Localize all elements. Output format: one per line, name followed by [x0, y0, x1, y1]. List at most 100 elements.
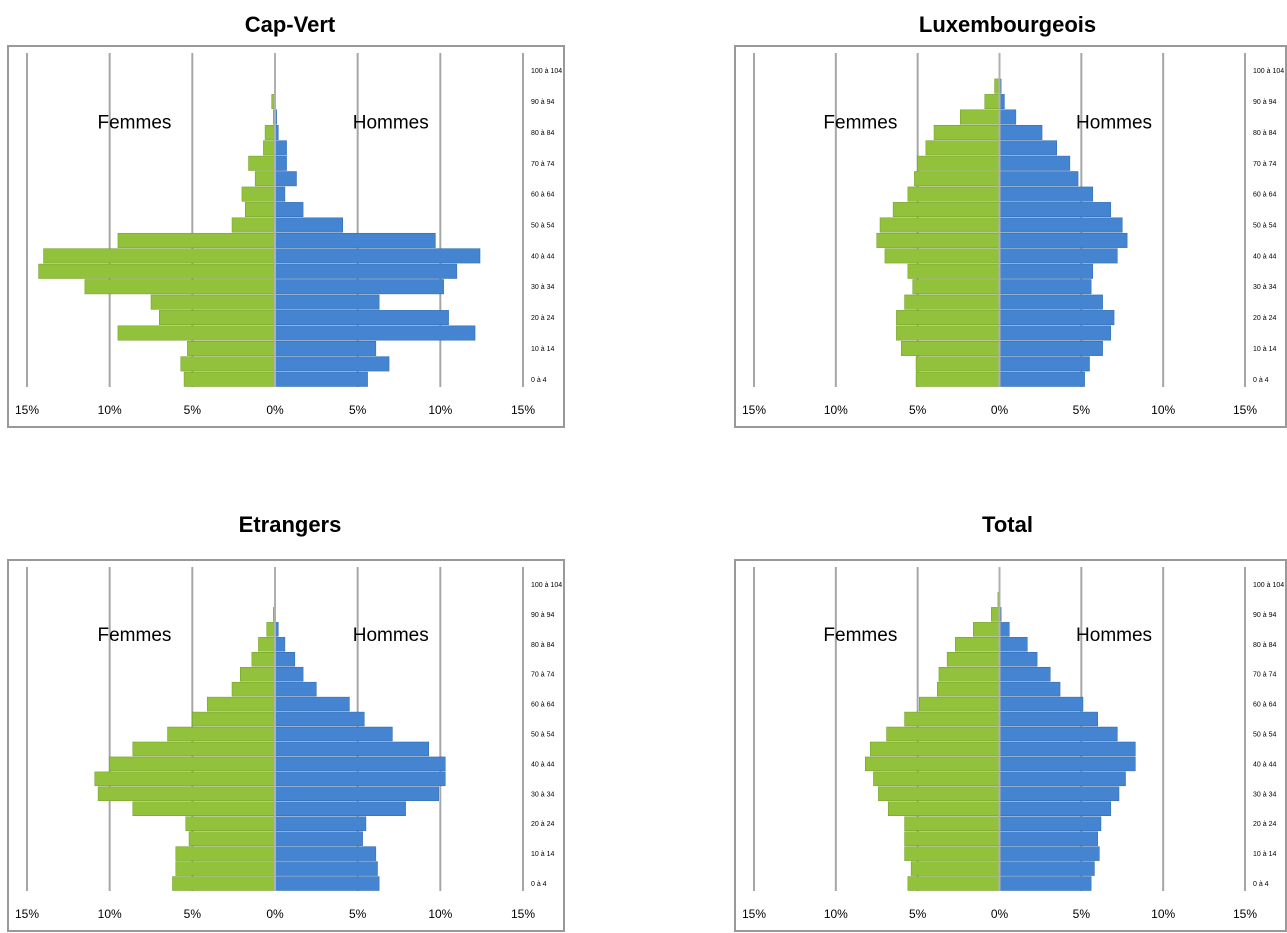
bar-femmes — [907, 876, 1000, 891]
bar-hommes — [999, 356, 1090, 372]
x-tick-label: 10% — [428, 907, 452, 921]
x-tick-label: 15% — [511, 907, 535, 921]
bar-hommes — [999, 325, 1112, 341]
bar-femmes — [159, 310, 276, 326]
y-tick-label: 30 à 34 — [531, 791, 554, 798]
x-tick-label: 10% — [1151, 403, 1175, 417]
bar-femmes — [251, 652, 276, 667]
bar-hommes — [274, 846, 377, 861]
bar-hommes — [274, 279, 444, 295]
x-tick-label: 10% — [428, 403, 452, 417]
bar-femmes — [912, 279, 1000, 295]
bar-hommes — [274, 217, 344, 233]
bar-hommes — [999, 681, 1061, 697]
bar-femmes — [938, 666, 1000, 682]
bar-hommes — [999, 861, 1095, 876]
bar-hommes — [274, 876, 380, 891]
chart-panel-etrangers: Etrangers 15% 10% 5% 0% 5% 10% 15% 0 à 4 10 à 14… — [0, 500, 580, 933]
y-tick-label: 10 à 14 — [531, 346, 554, 353]
bar-hommes — [999, 771, 1126, 787]
chart-frame: 15% 10% 5% 0% 5% 10% 15% 0 à 4 10 à 14 20 à 24 30 … — [734, 559, 1287, 932]
y-tick-label: 80 à 84 — [1253, 642, 1276, 649]
x-tick-label: 10% — [824, 907, 848, 921]
bar-femmes — [117, 232, 276, 248]
x-tick-label: 0% — [266, 907, 284, 921]
bar-femmes — [896, 310, 1000, 326]
y-tick-label: 60 à 64 — [531, 702, 554, 709]
bar-femmes — [132, 741, 276, 757]
bar-hommes — [999, 263, 1094, 279]
bar-hommes — [274, 371, 368, 387]
bar-femmes — [94, 771, 276, 787]
bar-hommes — [274, 756, 446, 772]
y-tick-label: 90 à 94 — [531, 99, 554, 106]
bar-femmes — [873, 771, 1000, 787]
y-tick-label: 10 à 14 — [531, 851, 554, 858]
bar-hommes — [999, 816, 1102, 831]
bar-hommes — [274, 310, 449, 326]
bar-femmes — [117, 325, 276, 341]
bar-hommes — [274, 263, 458, 279]
y-tick-label: 30 à 34 — [1253, 791, 1276, 798]
pyramid-chart-cap-vert: 15% 10% 5% 0% 5% 10% 15% 0 à 4 10 à 14 20 à 24 30 … — [15, 53, 562, 417]
bar-femmes — [907, 263, 1000, 279]
y-tick-label: 0 à 4 — [1253, 881, 1269, 888]
bar-femmes — [264, 124, 276, 140]
bar-femmes — [206, 696, 276, 712]
side-label-hommes: Hommes — [353, 625, 429, 646]
x-tick-label: 0% — [991, 403, 1009, 417]
bar-femmes — [231, 217, 276, 233]
y-tick-label: 90 à 94 — [531, 612, 554, 619]
x-tick-label: 5% — [349, 907, 367, 921]
bar-hommes — [999, 637, 1028, 652]
side-label-hommes: Hommes — [1076, 113, 1152, 134]
chart-title: Total — [982, 512, 1033, 537]
bar-femmes — [254, 171, 276, 187]
bar-hommes — [999, 622, 1010, 637]
chart-panel-total: Total 15% 10% 5% 0% 5% 10% 15% 0 à 4 10 à 14 20 à… — [728, 500, 1287, 933]
chart-panel-cap-vert: Cap-Vert 15% 10% 5% 0% 5% 10% 15% 0 à 4 10 à 14 2… — [0, 0, 580, 440]
y-tick-label: 0 à 4 — [531, 881, 547, 888]
y-tick-label: 60 à 64 — [531, 192, 554, 199]
y-tick-label: 10 à 14 — [1253, 851, 1276, 858]
bar-femmes — [192, 711, 276, 727]
bar-femmes — [172, 876, 276, 891]
pyramid-chart-total: 15% 10% 5% 0% 5% 10% 15% 0 à 4 10 à 14 20 à 24 30 … — [742, 567, 1284, 921]
bar-hommes — [274, 155, 287, 171]
bar-femmes — [917, 155, 1000, 171]
bar-hommes — [999, 248, 1118, 264]
x-tick-label: 0% — [266, 403, 284, 417]
bar-hommes — [999, 711, 1098, 727]
bar-femmes — [904, 816, 1000, 831]
x-tick-label: 5% — [184, 907, 202, 921]
bar-femmes — [946, 652, 1000, 667]
bar-hommes — [999, 371, 1085, 387]
bar-femmes — [915, 356, 1000, 372]
bar-hommes — [274, 202, 304, 218]
bar-femmes — [180, 356, 276, 372]
side-label-femmes: Femmes — [823, 625, 897, 646]
bar-femmes — [914, 171, 1000, 187]
y-tick-label: 70 à 74 — [531, 161, 554, 168]
side-label-femmes: Femmes — [98, 113, 172, 134]
bar-femmes — [910, 861, 1000, 876]
chart-frame: 15% 10% 5% 0% 5% 10% 15% 0 à 4 10 à 14 20 à 24 30 … — [7, 559, 565, 932]
y-tick-label: 100 à 104 — [531, 582, 562, 589]
y-tick-label: 100 à 104 — [531, 68, 562, 75]
chart-title: Cap-Vert — [244, 12, 336, 37]
y-tick-label: 80 à 84 — [1253, 130, 1276, 137]
y-tick-label: 50 à 54 — [1253, 732, 1276, 739]
bar-hommes — [999, 279, 1092, 295]
y-tick-label: 50 à 54 — [531, 732, 554, 739]
bar-femmes — [263, 140, 276, 156]
y-tick-label: 50 à 54 — [1253, 223, 1276, 230]
y-tick-label: 80 à 84 — [531, 642, 554, 649]
bar-hommes — [999, 786, 1120, 802]
bar-hommes — [999, 171, 1079, 187]
x-tick-label: 5% — [909, 403, 927, 417]
y-tick-label: 100 à 104 — [1253, 68, 1284, 75]
x-tick-label: 15% — [1233, 403, 1257, 417]
bar-femmes — [991, 607, 1000, 622]
x-tick-label: 15% — [742, 403, 766, 417]
bar-femmes — [892, 202, 1000, 218]
